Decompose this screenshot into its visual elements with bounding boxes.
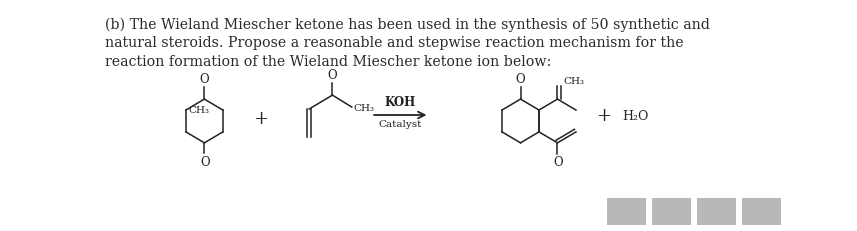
Text: +: + [253,109,268,128]
Text: O: O [327,69,337,82]
Text: O: O [200,73,209,86]
Text: reaction formation of the Wieland Miescher ketone ion below:: reaction formation of the Wieland Miesch… [105,55,552,69]
Text: CH₃: CH₃ [189,105,210,114]
Text: O: O [554,155,563,168]
Text: Catalyst: Catalyst [379,119,422,128]
Text: CH₃: CH₃ [354,103,375,112]
Bar [741,198,781,225]
Text: KOH: KOH [385,96,416,109]
Bar [652,198,692,225]
Text: CH₃: CH₃ [563,77,584,86]
Text: +: + [596,106,612,125]
Text: (b) The Wieland Miescher ketone has been used in the synthesis of 50 synthetic a: (b) The Wieland Miescher ketone has been… [105,18,710,32]
Bar [607,198,645,225]
Text: O: O [201,155,210,168]
Bar [697,198,736,225]
Text: O: O [516,73,525,86]
Text: H₂O: H₂O [622,109,649,122]
Text: natural steroids. Propose a reasonable and stepwise reaction mechanism for the: natural steroids. Propose a reasonable a… [105,36,684,50]
